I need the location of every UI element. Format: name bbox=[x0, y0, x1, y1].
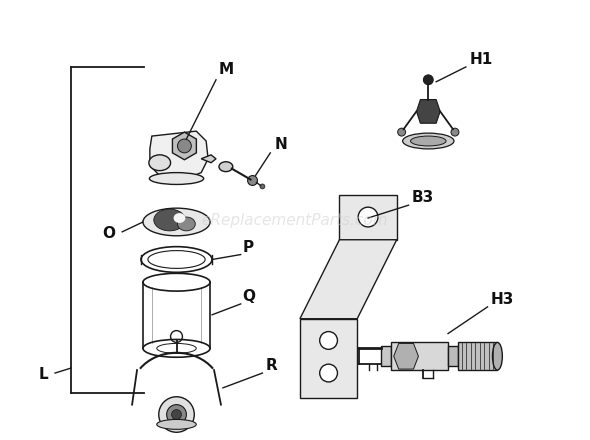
Circle shape bbox=[320, 364, 337, 382]
Polygon shape bbox=[381, 346, 391, 366]
Polygon shape bbox=[391, 342, 448, 370]
Text: O: O bbox=[103, 226, 116, 241]
Polygon shape bbox=[201, 155, 216, 163]
Ellipse shape bbox=[402, 133, 454, 149]
Polygon shape bbox=[300, 240, 396, 319]
Text: H3: H3 bbox=[490, 292, 514, 307]
Polygon shape bbox=[339, 195, 396, 240]
Ellipse shape bbox=[149, 172, 204, 184]
Text: P: P bbox=[242, 240, 254, 255]
Polygon shape bbox=[417, 99, 440, 123]
Circle shape bbox=[248, 176, 257, 185]
Circle shape bbox=[172, 410, 182, 419]
Ellipse shape bbox=[149, 155, 171, 171]
Circle shape bbox=[424, 75, 433, 85]
Text: L: L bbox=[38, 367, 48, 382]
Ellipse shape bbox=[154, 209, 185, 231]
Ellipse shape bbox=[219, 162, 233, 172]
Polygon shape bbox=[394, 344, 418, 369]
Ellipse shape bbox=[493, 342, 502, 370]
Circle shape bbox=[451, 128, 459, 136]
Circle shape bbox=[320, 332, 337, 349]
Ellipse shape bbox=[411, 136, 446, 146]
Polygon shape bbox=[448, 346, 458, 366]
Polygon shape bbox=[172, 132, 196, 160]
Polygon shape bbox=[150, 131, 208, 179]
Polygon shape bbox=[300, 319, 357, 398]
Text: eReplacementParts.com: eReplacementParts.com bbox=[202, 213, 388, 227]
Circle shape bbox=[398, 128, 405, 136]
Circle shape bbox=[260, 184, 265, 189]
Text: B3: B3 bbox=[411, 190, 434, 205]
Ellipse shape bbox=[173, 213, 185, 223]
Text: Q: Q bbox=[242, 289, 255, 304]
Polygon shape bbox=[458, 342, 497, 370]
Circle shape bbox=[178, 139, 191, 153]
Ellipse shape bbox=[157, 419, 196, 429]
Ellipse shape bbox=[143, 208, 210, 236]
Text: M: M bbox=[219, 62, 234, 77]
Text: N: N bbox=[274, 137, 287, 152]
Text: H1: H1 bbox=[470, 52, 493, 67]
Ellipse shape bbox=[178, 217, 195, 231]
Circle shape bbox=[166, 405, 186, 425]
Text: R: R bbox=[266, 358, 277, 373]
Circle shape bbox=[159, 397, 194, 432]
Circle shape bbox=[358, 207, 378, 227]
